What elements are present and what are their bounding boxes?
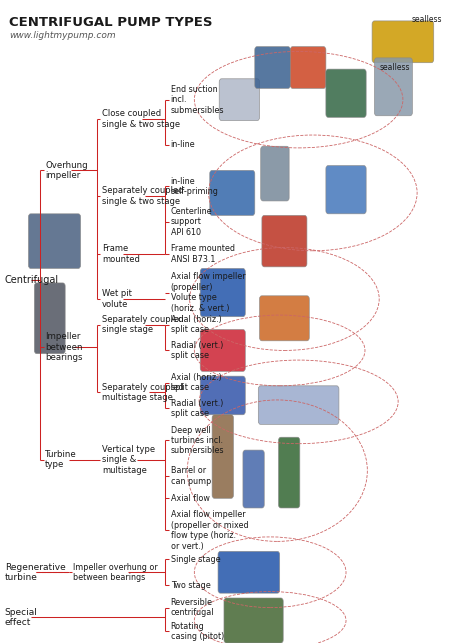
Text: Impeller
between
bearings: Impeller between bearings (45, 332, 82, 362)
Text: sealless: sealless (379, 63, 410, 72)
Text: Close coupled
single & two stage: Close coupled single & two stage (102, 109, 180, 129)
Text: Axial flow: Axial flow (171, 494, 210, 503)
FancyBboxPatch shape (243, 450, 264, 508)
Text: Separately coupled
single stage: Separately coupled single stage (102, 315, 183, 334)
FancyBboxPatch shape (258, 386, 339, 424)
FancyBboxPatch shape (200, 376, 246, 415)
FancyBboxPatch shape (262, 215, 307, 267)
Text: Wet pit
volute: Wet pit volute (102, 289, 132, 309)
FancyBboxPatch shape (326, 166, 366, 213)
FancyBboxPatch shape (219, 79, 259, 121)
Text: Turbine
type: Turbine type (45, 450, 77, 469)
Text: Barrel or
can pump: Barrel or can pump (171, 466, 211, 485)
Text: Special
effect: Special effect (5, 608, 37, 627)
Text: www.lightmypump.com: www.lightmypump.com (9, 31, 116, 40)
Text: Centrifugal: Centrifugal (5, 275, 59, 285)
Text: Radial (vert.)
split case: Radial (vert.) split case (171, 341, 223, 360)
Text: Axial (horiz.)
split case: Axial (horiz.) split case (171, 373, 221, 392)
Text: Frame
mounted: Frame mounted (102, 244, 140, 264)
FancyBboxPatch shape (200, 269, 246, 316)
FancyBboxPatch shape (259, 296, 309, 341)
Text: Frame mounted
ANSI B73.1: Frame mounted ANSI B73.1 (171, 244, 235, 264)
Text: Regenerative
turbine: Regenerative turbine (5, 563, 65, 582)
FancyBboxPatch shape (224, 598, 283, 643)
Text: sealless: sealless (411, 15, 442, 24)
FancyBboxPatch shape (218, 551, 280, 593)
Text: Reversible
centrifugal: Reversible centrifugal (171, 598, 214, 617)
Text: Vertical type
single &
multistage: Vertical type single & multistage (102, 445, 155, 475)
Text: Radial (vert.)
split case: Radial (vert.) split case (171, 399, 223, 418)
Text: in-line
self-priming: in-line self-priming (171, 177, 219, 196)
FancyBboxPatch shape (326, 69, 366, 117)
Text: Axial flow impeller
(propeller or mixed
flow type (horiz.
or vert.): Axial flow impeller (propeller or mixed … (171, 511, 248, 550)
Text: Overhung
impeller: Overhung impeller (45, 161, 88, 180)
Text: Single stage: Single stage (171, 555, 220, 564)
Text: Centerline
support
API 610: Centerline support API 610 (171, 207, 212, 237)
Text: Axial flow impeller
(propeller)
Volute type
(horiz. & vert.): Axial flow impeller (propeller) Volute t… (171, 273, 245, 312)
FancyBboxPatch shape (34, 283, 65, 354)
FancyBboxPatch shape (261, 147, 289, 201)
Text: Two stage: Two stage (171, 581, 210, 590)
Text: Rotating
casing (pitot): Rotating casing (pitot) (171, 622, 224, 641)
FancyBboxPatch shape (372, 21, 434, 63)
Text: Separately coupled
single & two stage: Separately coupled single & two stage (102, 186, 183, 206)
FancyBboxPatch shape (210, 170, 255, 215)
Text: Deep well
turbines incl.
submersibles: Deep well turbines incl. submersibles (171, 426, 224, 455)
Text: End suction
incl.
submersibles: End suction incl. submersibles (171, 85, 224, 114)
FancyBboxPatch shape (200, 329, 246, 371)
Text: Separately coupled
multistage stage: Separately coupled multistage stage (102, 383, 183, 402)
FancyBboxPatch shape (279, 437, 300, 508)
FancyBboxPatch shape (212, 415, 233, 498)
FancyBboxPatch shape (28, 213, 81, 269)
FancyBboxPatch shape (255, 46, 290, 89)
Text: Axial (horiz.)
split case: Axial (horiz.) split case (171, 315, 221, 334)
FancyBboxPatch shape (290, 46, 326, 89)
Text: CENTRIFUGAL PUMP TYPES: CENTRIFUGAL PUMP TYPES (9, 16, 213, 29)
Text: in-line: in-line (171, 140, 195, 149)
FancyBboxPatch shape (374, 58, 412, 116)
Text: Impeller overhung or
between bearings: Impeller overhung or between bearings (73, 563, 158, 582)
